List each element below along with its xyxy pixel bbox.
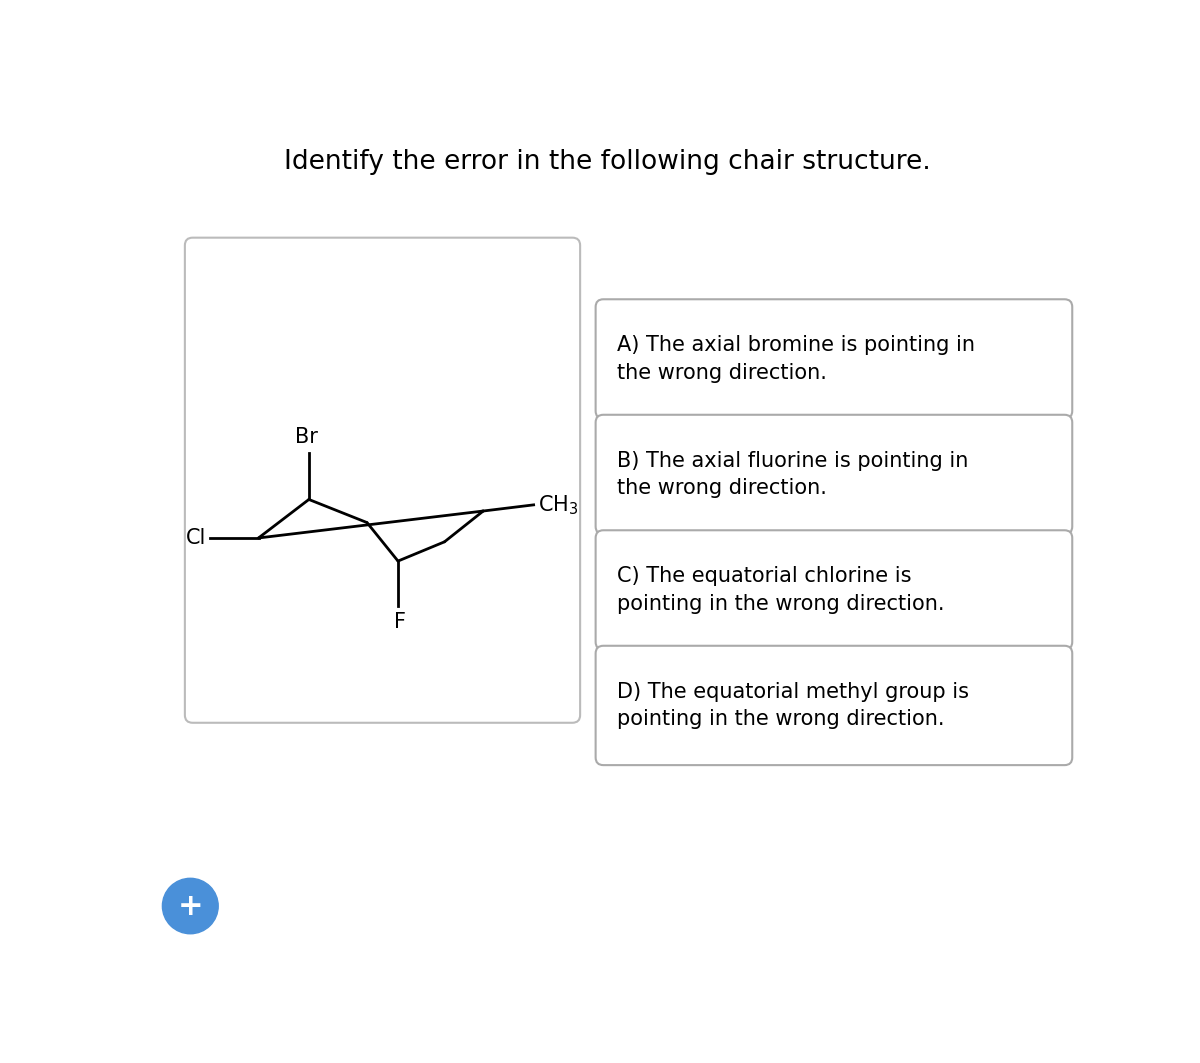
FancyBboxPatch shape [595,530,1073,649]
Text: B) The axial fluorine is pointing in
the wrong direction.: B) The axial fluorine is pointing in the… [617,451,968,499]
Text: Identify the error in the following chair structure.: Identify the error in the following chai… [284,149,931,175]
Text: Br: Br [295,427,318,448]
Text: D) The equatorial methyl group is
pointing in the wrong direction.: D) The equatorial methyl group is pointi… [617,681,970,729]
Circle shape [162,878,218,933]
Text: Cl: Cl [186,528,206,547]
Text: F: F [394,612,406,631]
FancyBboxPatch shape [595,300,1073,419]
FancyBboxPatch shape [185,238,580,723]
FancyBboxPatch shape [595,415,1073,534]
FancyBboxPatch shape [595,645,1073,765]
Text: A) The axial bromine is pointing in
the wrong direction.: A) The axial bromine is pointing in the … [617,335,976,383]
Text: +: + [178,892,203,921]
Text: C) The equatorial chlorine is
pointing in the wrong direction.: C) The equatorial chlorine is pointing i… [617,567,944,613]
Text: CH$_3$: CH$_3$ [538,493,578,517]
